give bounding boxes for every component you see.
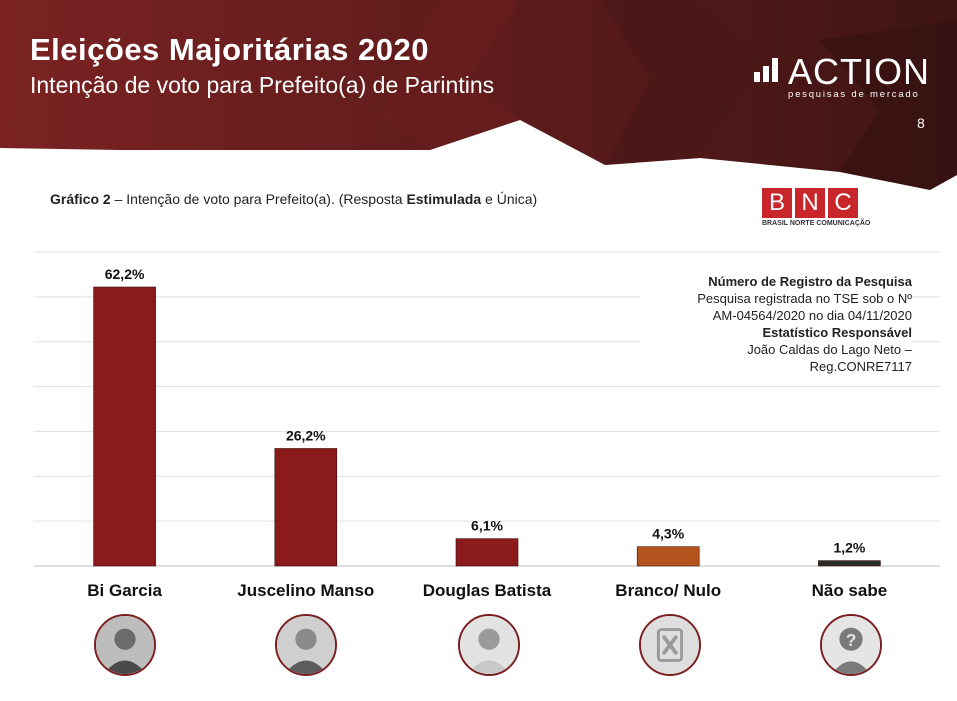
caption-bold: Estimulada (406, 191, 482, 207)
page-subtitle: Intenção de voto para Prefeito(a) de Par… (30, 72, 495, 98)
registry-heading-2: Estatístico Responsável (762, 325, 912, 340)
person-photo-icon (460, 616, 518, 674)
blank-vote-icon (641, 616, 699, 674)
avatar-bi-garcia (94, 614, 156, 676)
header-background (0, 0, 957, 190)
chart-caption: Gráfico 2 – Intenção de voto para Prefei… (50, 191, 537, 207)
bar (455, 538, 519, 567)
data-label: 4,3% (652, 526, 684, 542)
caption-text-1: – Intenção de voto para Prefeito(a). (Re… (110, 191, 407, 207)
registry-heading: Número de Registro da Pesquisa (708, 274, 912, 289)
avatar-juscelino-manso (275, 614, 337, 676)
person-photo-icon (277, 616, 335, 674)
action-logo: ACTION pesquisas de mercado (754, 51, 939, 100)
category-label: Bi Garcia (87, 581, 162, 600)
bnc-letter-b: B (762, 188, 792, 218)
page-number: 8 (917, 115, 925, 131)
registry-line-1: Pesquisa registrada no TSE sob o Nº (697, 291, 912, 306)
registry-line-2: AM-04564/2020 no dia 04/11/2020 (712, 308, 912, 323)
avatar-nao-sabe: ? (820, 614, 882, 676)
registry-box: Número de Registro da Pesquisa Pesquisa … (640, 273, 912, 375)
logo-word: ACTION (788, 51, 931, 92)
bnc-letter-n: N (795, 188, 825, 218)
category-label: Não sabe (812, 581, 888, 600)
caption-prefix: Gráfico 2 (50, 191, 111, 207)
data-label: 26,2% (286, 427, 326, 443)
caption-text-2: e Única) (481, 191, 538, 207)
registry-line-3: João Caldas do Lago Neto – (747, 342, 912, 357)
category-label: Juscelino Manso (237, 581, 374, 600)
category-label: Douglas Batista (423, 581, 552, 600)
bnc-letter-c: C (828, 188, 858, 218)
bar (636, 546, 700, 567)
bar-chart-icon (754, 58, 778, 82)
logo-tagline: pesquisas de mercado (788, 89, 920, 100)
registry-line-4: Reg.CONRE7117 (809, 359, 912, 374)
bar (818, 560, 881, 567)
unknown-person-icon: ? (822, 616, 880, 674)
data-label: 1,2% (833, 540, 865, 556)
bar (93, 286, 156, 567)
bnc-logo: B N C BRASIL NORTE COMUNICAÇÃO (762, 188, 870, 230)
category-label: Branco/ Nulo (615, 581, 721, 600)
bar (274, 448, 338, 567)
avatar-branco-nulo (639, 614, 701, 676)
data-label: 62,2% (105, 266, 145, 282)
data-label: 6,1% (471, 518, 503, 534)
svg-text:?: ? (846, 630, 857, 650)
person-photo-icon (96, 616, 154, 674)
page-title: Eleições Majoritárias 2020 (30, 32, 430, 67)
avatar-douglas-batista (458, 614, 520, 676)
bnc-tagline: BRASIL NORTE COMUNICAÇÃO (762, 220, 871, 227)
